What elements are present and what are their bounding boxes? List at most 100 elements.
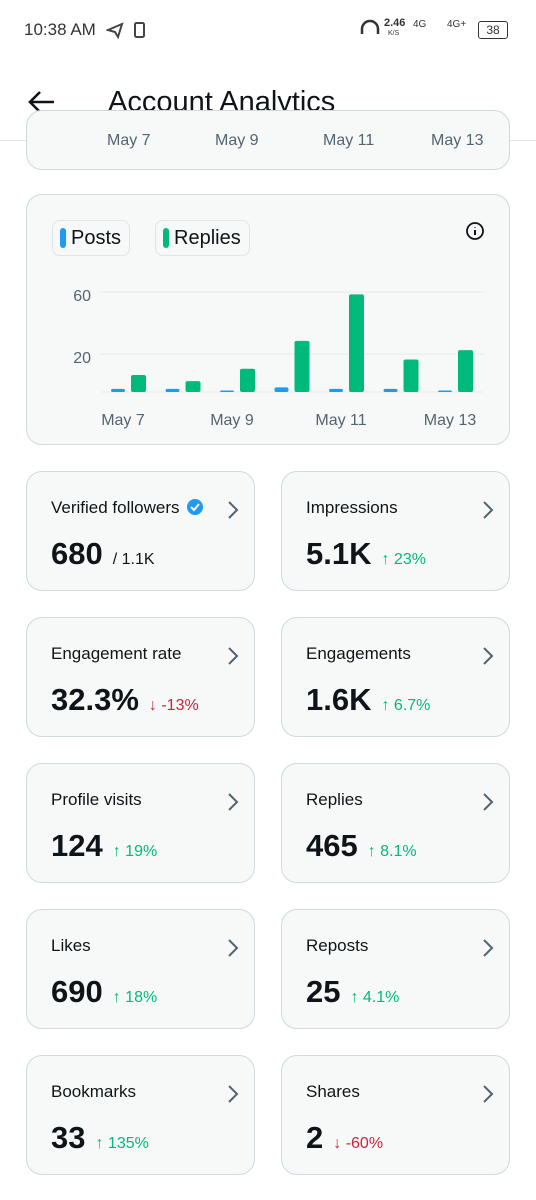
- bar: [111, 388, 125, 392]
- stat-number: 25: [306, 974, 341, 1009]
- x-tick-label: May 11: [315, 412, 366, 429]
- stat-value: 32.3% ↓ -13%: [51, 682, 199, 718]
- stat-change: ↑ 8.1%: [367, 843, 417, 860]
- bar: [458, 350, 473, 392]
- stat-value: 1.6K ↑ 6.7%: [306, 682, 430, 718]
- bar: [438, 390, 452, 392]
- bar: [220, 390, 234, 392]
- stat-number: 33: [51, 1120, 86, 1155]
- legend-label: Replies: [174, 227, 241, 249]
- bar: [240, 368, 255, 392]
- stat-change: ↑ 18%: [112, 989, 158, 1006]
- stat-label: Engagement rate: [51, 644, 181, 664]
- stat-number: 1.6K: [306, 682, 372, 717]
- stat-change: ↑ 23%: [381, 551, 426, 568]
- status-icons: [106, 22, 145, 40]
- stat-number: 690: [51, 974, 103, 1009]
- status-network: 4G: [413, 19, 427, 30]
- bar: [294, 340, 310, 392]
- stat-change: ↑ 135%: [95, 1135, 149, 1152]
- y-tick-label: 20: [73, 350, 91, 367]
- status-speed: 2.46: [384, 17, 406, 29]
- stat-label-text: Impressions: [306, 498, 398, 517]
- bar: [403, 359, 419, 392]
- stat-change: ↑ 4.1%: [350, 989, 400, 1006]
- stat-card[interactable]: Replies 465 ↑ 8.1%: [281, 763, 510, 883]
- legend-swatch: [60, 228, 66, 248]
- headphones-icon: [360, 19, 380, 34]
- back-button[interactable]: [26, 88, 58, 118]
- x-label: May 13: [431, 132, 484, 149]
- bar: [329, 388, 343, 392]
- x-tick-label: May 7: [101, 412, 145, 429]
- bar: [274, 387, 289, 392]
- stat-number: 32.3%: [51, 682, 139, 717]
- stat-card[interactable]: Reposts 25 ↑ 4.1%: [281, 909, 510, 1029]
- stat-label: Impressions: [306, 498, 398, 518]
- status-network: 4G+: [447, 19, 467, 30]
- stat-label-text: Replies: [306, 790, 363, 809]
- y-tick-label: 60: [73, 288, 91, 305]
- stat-card[interactable]: Profile visits 124 ↑ 19%: [26, 763, 255, 883]
- stat-card[interactable]: Likes 690 ↑ 18%: [26, 909, 255, 1029]
- info-icon[interactable]: [461, 219, 489, 247]
- stat-label-text: Verified followers: [51, 498, 180, 517]
- legend-item: Replies: [155, 220, 250, 256]
- stat-number: 5.1K: [306, 536, 372, 571]
- stat-label-text: Engagement rate: [51, 644, 182, 663]
- chevron: [228, 501, 239, 519]
- stat-label-text: Engagements: [306, 644, 411, 663]
- chevron: [228, 1085, 239, 1103]
- stat-label: Likes: [51, 936, 91, 956]
- stat-label: Replies: [306, 790, 363, 810]
- stat-value: 680 / 1.1K: [51, 536, 155, 572]
- x-tick-label: May 9: [210, 412, 254, 429]
- x-tick-label: May 13: [424, 412, 477, 429]
- stat-label-text: Shares: [306, 1082, 360, 1101]
- stat-label-text: Reposts: [306, 936, 369, 955]
- bar: [131, 374, 146, 392]
- stat-number: 124: [51, 828, 103, 863]
- x-label: May 7: [107, 132, 151, 149]
- stat-card[interactable]: Verified followers 680 / 1.1K: [26, 471, 255, 591]
- stat-change: ↓ -13%: [148, 697, 199, 714]
- stat-detail: / 1.1K: [112, 551, 155, 568]
- battery: 38: [478, 21, 508, 39]
- stat-label: Profile visits: [51, 790, 142, 810]
- chevron: [483, 647, 494, 665]
- chart-card: 20 60 May 7 May 9 May 11 May 13 Posts Replies: [26, 194, 510, 445]
- stat-card[interactable]: Engagements 1.6K ↑ 6.7%: [281, 617, 510, 737]
- stat-number: 680: [51, 536, 103, 571]
- stat-label: Shares: [306, 1082, 360, 1102]
- legend-label: Posts: [71, 227, 122, 249]
- stat-value: 465 ↑ 8.1%: [306, 828, 417, 864]
- stat-label-text: Bookmarks: [51, 1082, 137, 1101]
- stat-label: Engagements: [306, 644, 411, 664]
- x-label: May 9: [215, 132, 259, 149]
- stat-number: 2: [306, 1120, 324, 1155]
- stat-change: ↓ -60%: [333, 1135, 384, 1152]
- legend-swatch: [163, 228, 169, 248]
- stat-card[interactable]: Bookmarks 33 ↑ 135%: [26, 1055, 255, 1175]
- bar: [349, 294, 364, 392]
- stat-label-text: Profile visits: [51, 790, 142, 809]
- stat-change: ↑ 19%: [112, 843, 158, 860]
- bar: [383, 388, 398, 392]
- status-time: 10:38 AM: [24, 20, 96, 39]
- chevron: [228, 647, 239, 665]
- previous-card: May 7 May 9 May 11 May 13: [26, 110, 510, 170]
- stat-change: ↑ 6.7%: [381, 697, 431, 714]
- stat-value: 5.1K ↑ 23%: [306, 536, 426, 572]
- stat-label: Verified followers: [51, 498, 204, 518]
- chevron: [228, 793, 239, 811]
- bar: [185, 381, 201, 392]
- bar: [165, 388, 180, 392]
- stat-card[interactable]: Engagement rate 32.3% ↓ -13%: [26, 617, 255, 737]
- chevron: [483, 501, 494, 519]
- chart: 20 60 May 7 May 9 May 11 May 13: [73, 288, 483, 429]
- chevron: [483, 1085, 494, 1103]
- stat-label-text: Likes: [51, 936, 91, 955]
- stat-card[interactable]: Shares 2 ↓ -60%: [281, 1055, 510, 1175]
- stat-card[interactable]: Impressions 5.1K ↑ 23%: [281, 471, 510, 591]
